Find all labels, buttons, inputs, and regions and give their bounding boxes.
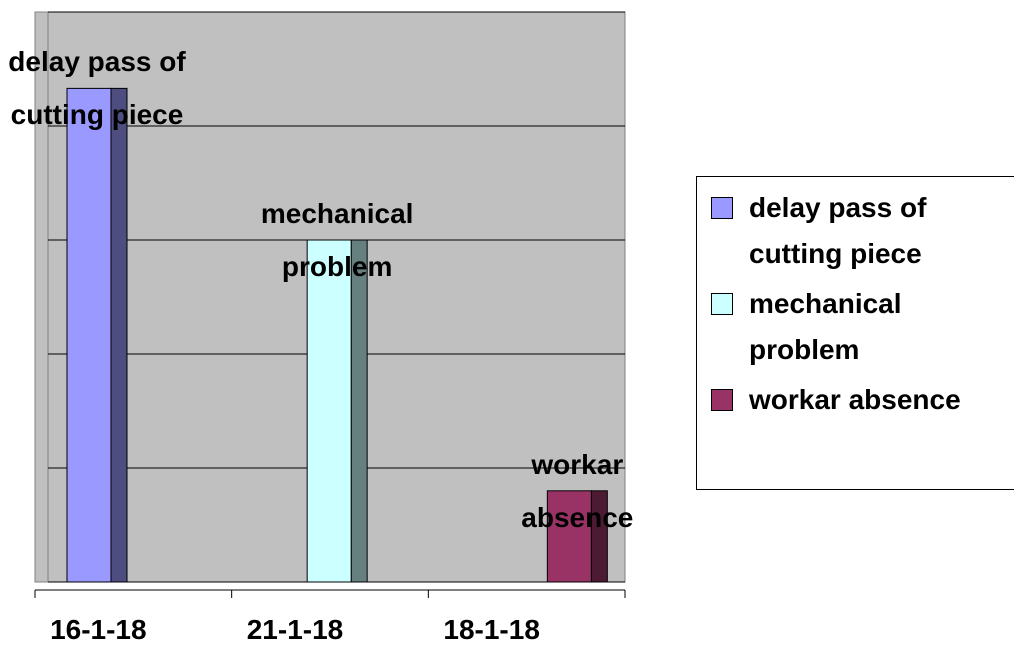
bar-side bbox=[110, 87, 128, 583]
x-tick-label: 18-1-18 bbox=[443, 614, 540, 645]
legend-swatch bbox=[711, 293, 733, 315]
bar bbox=[306, 239, 352, 583]
legend-label: delay pass of cutting piece bbox=[749, 192, 927, 269]
x-tick-label: 21-1-18 bbox=[246, 614, 344, 645]
data-label: workar absence bbox=[521, 448, 634, 533]
legend-swatch bbox=[711, 197, 733, 219]
data-label: mechanical problem bbox=[260, 198, 414, 282]
x-tick-label: 16-1-18 bbox=[50, 614, 147, 645]
legend-label: workar absence bbox=[749, 384, 961, 415]
legend: delay pass of cutting piece mechanical pr… bbox=[696, 176, 1014, 490]
legend-label: mechanical problem bbox=[749, 288, 902, 365]
legend-swatch bbox=[711, 389, 733, 411]
bar bbox=[66, 87, 112, 583]
bar bbox=[546, 490, 592, 583]
data-label: delay pass of cutting piece bbox=[8, 46, 186, 131]
